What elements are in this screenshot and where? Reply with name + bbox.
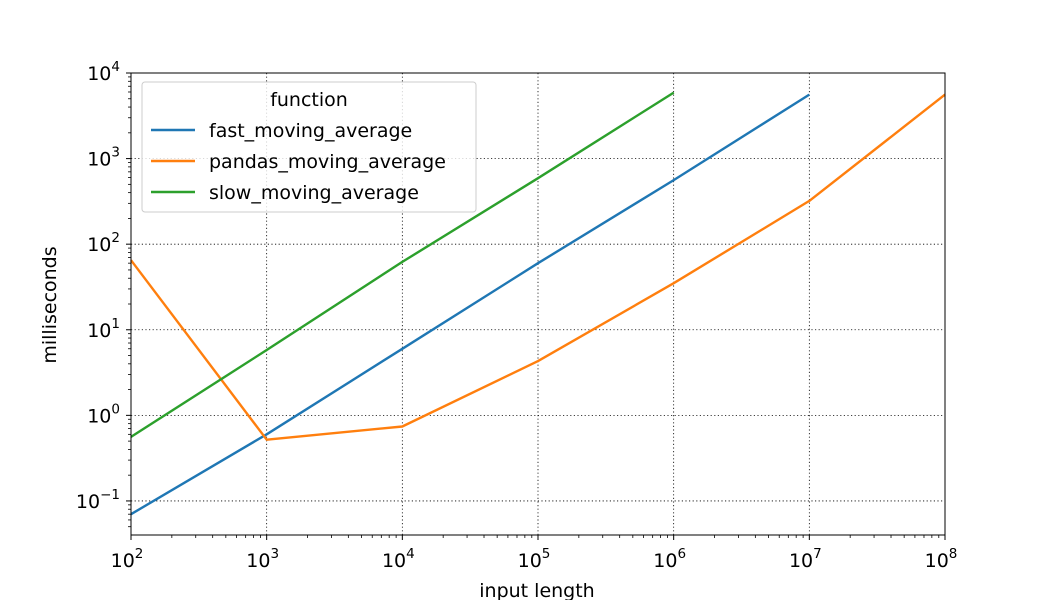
plot-area [130, 91, 946, 516]
major-ticks [126, 72, 946, 540]
legend-box [141, 81, 477, 213]
x-tick-exponent: 3 [270, 546, 279, 562]
y-tick-base: 10 [87, 149, 111, 171]
y-tick-base: 10 [87, 320, 111, 342]
x-tick-exponent: 6 [677, 546, 686, 562]
x-tick-exponent: 2 [135, 546, 144, 562]
x-tick-base: 10 [111, 550, 135, 572]
y-tick-base: 10 [87, 234, 111, 256]
y-tick-base: 10 [76, 491, 100, 513]
y-tick-label: 104 [87, 59, 120, 85]
x-tick-base: 10 [518, 550, 542, 572]
x-tick-exponent: 8 [949, 546, 958, 562]
y-tick-label: 101 [87, 316, 120, 342]
y-tick-label: 100 [87, 401, 120, 427]
x-tick-label: 102 [111, 546, 144, 572]
y-tick-label: 10−1 [76, 487, 120, 513]
x-tick-label: 106 [653, 546, 686, 572]
x-tick-base: 10 [653, 550, 677, 572]
y-tick-label: 102 [87, 230, 120, 256]
grid [131, 73, 945, 535]
y-tick-label: 103 [87, 145, 120, 171]
y-tick-base: 10 [87, 63, 111, 85]
x-tick-base: 10 [246, 550, 270, 572]
x-tick-base: 10 [925, 550, 949, 572]
y-tick-exponent: −1 [100, 487, 120, 503]
legend-label: slow_moving_average [209, 182, 419, 204]
y-tick-exponent: 1 [111, 316, 120, 332]
x-tick-label: 105 [518, 546, 551, 572]
y-tick-base: 10 [87, 405, 111, 427]
series-line-fast-moving-average [130, 93, 810, 516]
y-axis-label: milliseconds [39, 246, 61, 363]
x-axis-label: input length [479, 580, 594, 600]
x-tick-exponent: 4 [406, 546, 415, 562]
y-tick-exponent: 4 [111, 59, 120, 75]
x-tick-base: 10 [789, 550, 813, 572]
series-line-slow-moving-average [130, 91, 675, 438]
legend-label: pandas_moving_average [209, 151, 446, 173]
x-tick-label: 103 [246, 546, 279, 572]
legend-title: function [270, 89, 348, 111]
legend-label: fast_moving_average [209, 120, 412, 142]
x-tick-base: 10 [382, 550, 406, 572]
x-tick-label: 107 [789, 546, 822, 572]
series-line-pandas-moving-average [130, 93, 946, 441]
y-tick-exponent: 2 [111, 230, 120, 246]
y-tick-exponent: 3 [111, 145, 120, 161]
y-tick-exponent: 0 [111, 401, 120, 417]
x-tick-label: 104 [382, 546, 415, 572]
plot-frame [130, 72, 946, 536]
x-tick-label: 108 [925, 546, 958, 572]
x-tick-exponent: 7 [813, 546, 822, 562]
x-tick-exponent: 5 [542, 546, 551, 562]
legend: function fast_moving_average pandas_movin… [141, 81, 477, 213]
